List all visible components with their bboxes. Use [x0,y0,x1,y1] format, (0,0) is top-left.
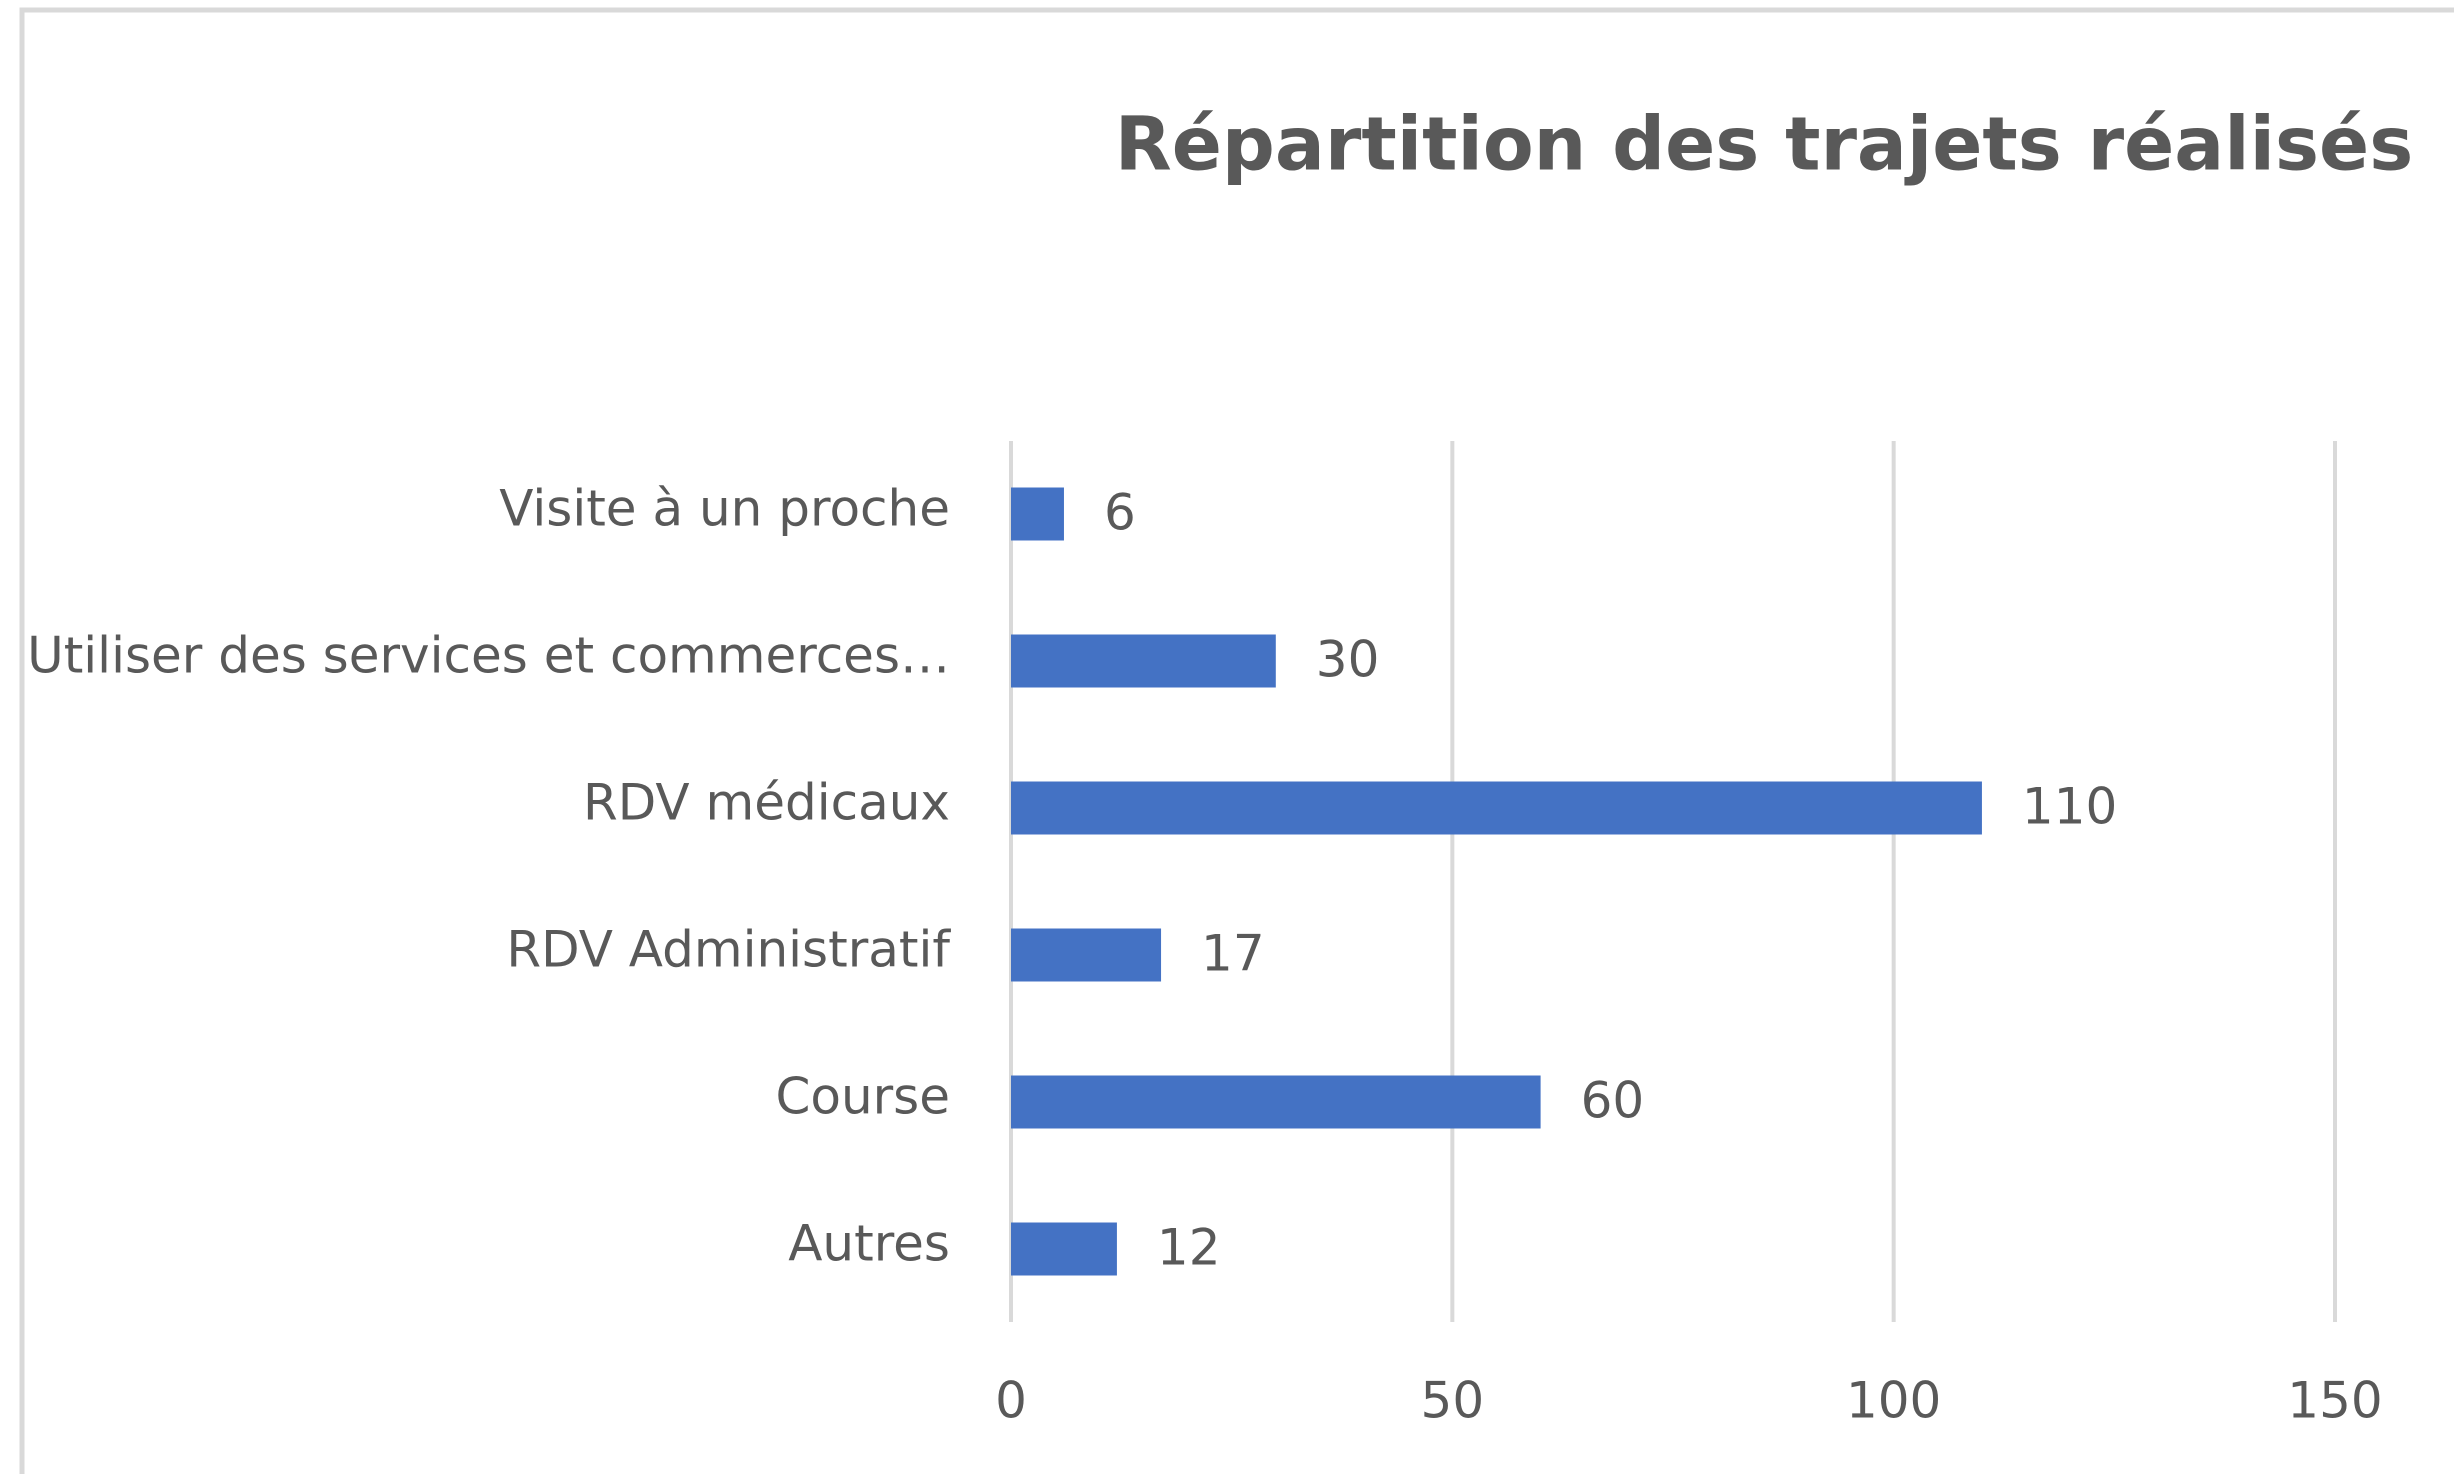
value-label: 17 [1201,925,1265,983]
y-tick-label: RDV médicaux [583,774,950,832]
bar [1011,634,1276,688]
value-label: 30 [1316,631,1380,689]
y-tick-label: RDV Administratif [506,921,951,979]
value-label: 6 [1104,484,1136,542]
chart-frame [19,7,2454,1474]
y-tick-label: Utiliser des services et commerces… [27,627,950,685]
chart-title: Répartition des trajets réalisés [1115,102,2413,188]
x-tick-label: 100 [1846,1372,1941,1430]
bar [1011,1075,1541,1129]
value-label: 12 [1157,1219,1221,1277]
bar [1011,781,1982,835]
x-tick-label: 150 [2287,1372,2382,1430]
bar [1011,1222,1117,1276]
y-tick-label: Visite à un proche [499,480,950,538]
y-tick-label: Autres [788,1215,950,1273]
value-label: 110 [2022,778,2117,836]
x-tick-label: 0 [995,1372,1027,1430]
bar [1011,487,1064,541]
bar [1011,928,1162,982]
value-label: 60 [1581,1072,1645,1130]
y-tick-label: Course [775,1068,950,1126]
x-tick-label: 50 [1421,1372,1485,1430]
